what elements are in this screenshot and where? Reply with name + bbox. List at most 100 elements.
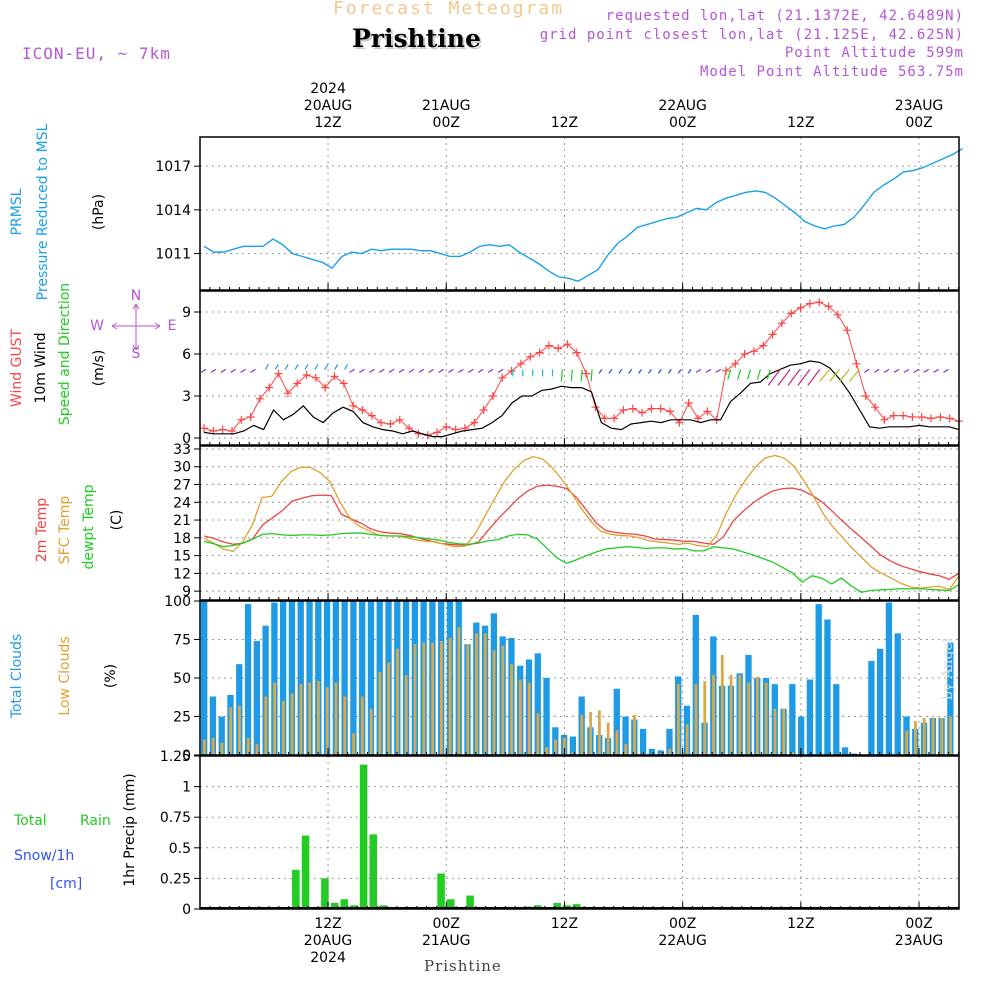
low-cloud-bar [202, 739, 206, 755]
low-cloud-bar [633, 714, 636, 755]
total-cloud-bar [789, 684, 796, 755]
wind-arrow [727, 369, 732, 380]
low-cloud-bar [589, 711, 593, 755]
low-cloud-bar [914, 721, 917, 755]
gust-point [731, 359, 740, 368]
low-cloud-bar [580, 714, 584, 755]
low-cloud-bar [404, 674, 408, 755]
total-cloud-bar [323, 601, 331, 755]
low-cloud-bar [378, 671, 382, 755]
gust-point [656, 404, 665, 413]
low-cloud-bar [729, 674, 733, 755]
total-cloud-bar [613, 688, 620, 755]
wind-arrow [359, 368, 365, 373]
wind-arrow [705, 368, 712, 373]
gust-point [945, 414, 954, 423]
rain-bar [572, 904, 581, 909]
label-pressure-reduced: Pressure Reduced to MSL [35, 123, 51, 300]
gust-point [283, 389, 292, 398]
wind-arrow [264, 364, 269, 370]
low-cloud-bar [439, 641, 443, 755]
top-time-label: 20AUG [304, 98, 353, 114]
low-cloud-bar [360, 696, 364, 755]
low-cloud-bar [518, 679, 522, 755]
low-cloud-bar [624, 744, 628, 755]
gust-point [740, 350, 749, 358]
low-cloud-bar [606, 722, 610, 755]
wind-arrow [448, 368, 454, 373]
label-total: Total [13, 813, 47, 829]
wind-arrow [648, 369, 652, 374]
gust-point [619, 406, 628, 414]
gust-point [265, 383, 274, 392]
gust-point [805, 299, 814, 308]
info-line-3: Point Altitude 599m [784, 45, 964, 61]
wind-arrow [200, 368, 207, 373]
wind-arrow [618, 369, 623, 374]
info-line-4: Model Point Altitude 563.75m [699, 64, 964, 80]
model-label: ICON-EU, ~ 7km [22, 44, 171, 63]
total-cloud-bar [797, 716, 805, 755]
gust-point [433, 428, 442, 437]
gust-point [684, 399, 693, 407]
wind-arrow [438, 368, 444, 373]
low-cloud-bar [905, 730, 909, 755]
wind-arrow [933, 368, 939, 373]
wind-arrow [797, 369, 811, 386]
total-cloud-bar [543, 678, 550, 755]
wind-arrow [893, 368, 900, 373]
low-cloud-bar [501, 645, 505, 755]
bottom-time-label: 23AUG [895, 933, 944, 949]
gust-point [246, 413, 255, 421]
gust-point [274, 369, 283, 378]
gust-point [470, 418, 479, 427]
y-tick-label: 1011 [155, 247, 191, 263]
wind-arrow [418, 368, 425, 373]
total-cloud-bar [253, 641, 260, 755]
wind-line [203, 360, 960, 438]
total-cloud-bar [639, 728, 647, 755]
wind-arrow [477, 368, 484, 373]
bottom-time-label: 00Z [669, 916, 696, 932]
wind-arrow [839, 369, 850, 382]
gust-point [880, 415, 889, 424]
low-cloud-bar [773, 708, 777, 755]
top-time-label: 00Z [669, 115, 696, 131]
top-time-label: 12Z [314, 115, 341, 131]
low-cloud-bar [448, 637, 452, 755]
total-cloud-bar [841, 747, 849, 755]
rain-bar [359, 764, 368, 909]
gust-point [255, 394, 264, 403]
gust-point [237, 415, 246, 424]
wind-arrow [829, 369, 841, 382]
wind-arrow [767, 369, 781, 386]
wind-arrow [746, 369, 752, 380]
wind-arrow [715, 368, 722, 373]
wind-arrow [349, 368, 355, 373]
wind-arrow [923, 368, 930, 373]
low-cloud-bar [597, 710, 601, 755]
label-speed-direction: Speed and Direction [57, 283, 73, 425]
watermark: by Angel [940, 637, 956, 700]
low-cloud-bar [492, 650, 496, 755]
total-cloud-bar [534, 653, 541, 755]
y-tick-label: 0 [182, 431, 191, 447]
gust-point [610, 414, 619, 423]
total-cloud-bar [306, 601, 313, 755]
bottom-time-label: 12Z [551, 916, 578, 932]
total-cloud-bar [806, 679, 814, 755]
y-tick-label: 0 [182, 748, 191, 764]
low-cloud-bar [782, 708, 786, 755]
gust-point [787, 309, 796, 318]
low-cloud-bar [694, 684, 698, 755]
bottom-time-label: 12Z [787, 916, 814, 932]
temp-line-2 [203, 532, 960, 593]
wind-arrow [657, 369, 662, 374]
gust-point [488, 392, 497, 400]
gust-point [768, 330, 777, 339]
low-cloud-bar [703, 681, 707, 755]
low-cloud-bar [747, 682, 751, 755]
low-cloud-bar [352, 733, 355, 755]
y-tick-label: 15 [173, 549, 191, 565]
y-tick-label: 75 [173, 633, 191, 649]
